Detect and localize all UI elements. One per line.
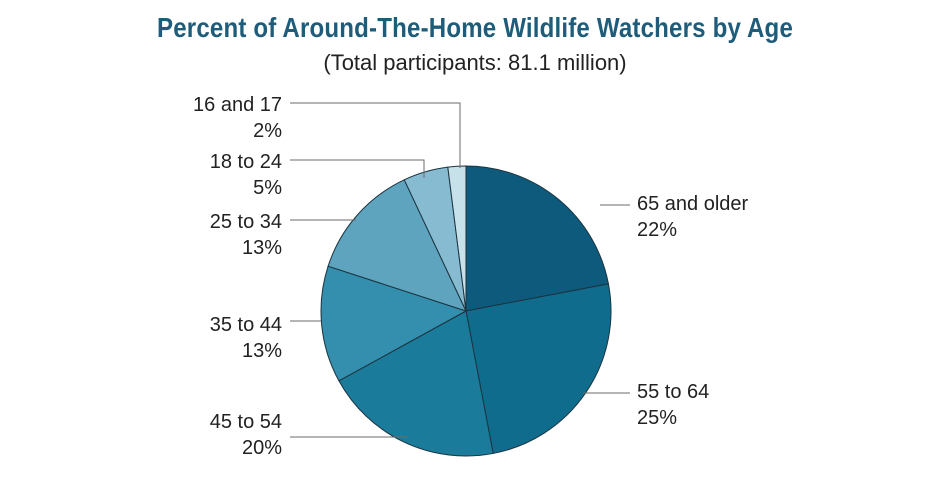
pie-slice-35-to-44 bbox=[320, 265, 468, 382]
leader-line bbox=[290, 102, 461, 168]
slice-percent-label: 13% bbox=[242, 340, 282, 362]
slice-percent-label: 20% bbox=[242, 437, 282, 459]
pie-slice-25-to-34 bbox=[327, 179, 467, 312]
slice-category-label: 65 and older bbox=[637, 193, 749, 215]
slice-category-label: 45 to 54 bbox=[210, 411, 282, 433]
slice-category-label: 35 to 44 bbox=[210, 314, 282, 336]
pie-slice-65-and-older bbox=[465, 165, 610, 312]
slice-label: 35 to 44 13% bbox=[210, 314, 283, 362]
slice-category-label: 18 to 24 bbox=[210, 151, 282, 173]
slice-label: 25 to 34 13% bbox=[210, 211, 283, 259]
slice-percent-label: 5% bbox=[253, 177, 282, 199]
slice-label: 65 and older 22% bbox=[637, 193, 749, 241]
chart-subtitle: (Total participants: 81.1 million) bbox=[323, 50, 627, 75]
slice-percent-label: 25% bbox=[637, 407, 677, 429]
slice-category-label: 16 and 17 bbox=[193, 94, 282, 116]
slice-percent-label: 22% bbox=[637, 219, 677, 241]
pie-slice-45-to-54 bbox=[338, 310, 494, 457]
slice-category-label: 25 to 34 bbox=[210, 211, 282, 233]
slice-percent-label: 13% bbox=[242, 237, 282, 259]
slice-label: 18 to 24 5% bbox=[210, 151, 283, 199]
slice-label: 45 to 54 20% bbox=[210, 411, 283, 459]
pie-slice-55-to-64 bbox=[465, 283, 612, 455]
pie-slice-16-and-17 bbox=[447, 165, 467, 312]
leader-line bbox=[290, 159, 425, 178]
slice-label: 55 to 64 25% bbox=[637, 381, 709, 429]
chart-title: Percent of Around-The-Home Wildlife Watc… bbox=[156, 12, 794, 43]
slice-percent-label: 2% bbox=[253, 120, 282, 142]
slice-category-label: 55 to 64 bbox=[637, 381, 709, 403]
slice-label: 16 and 17 2% bbox=[193, 94, 282, 142]
